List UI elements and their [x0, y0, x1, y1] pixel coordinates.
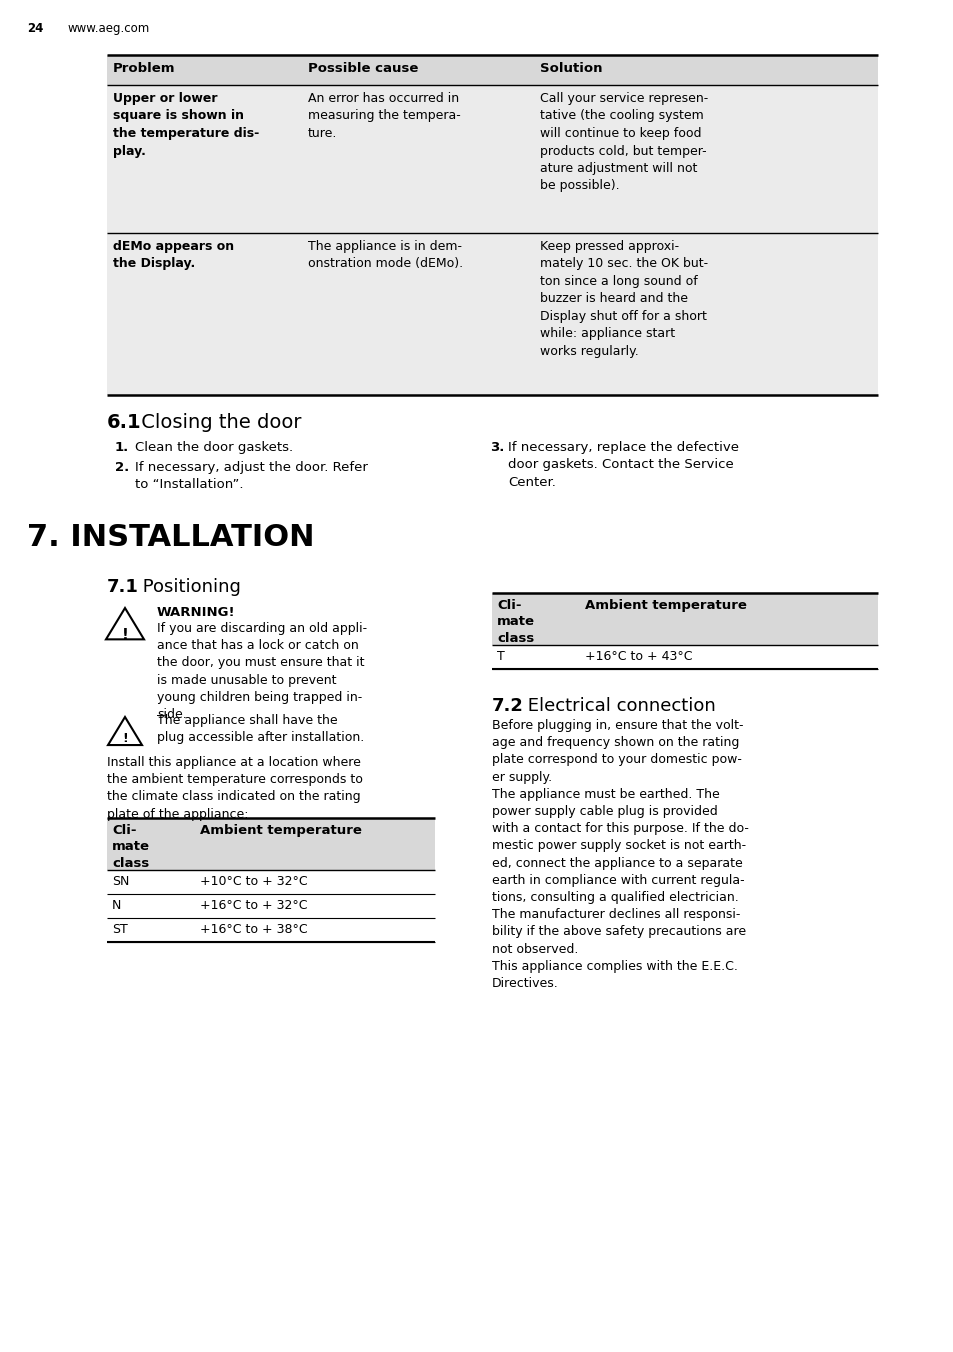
Text: Upper or lower
square is shown in
the temperature dis-
play.: Upper or lower square is shown in the te… — [112, 92, 259, 157]
Text: T: T — [497, 650, 504, 662]
Text: Ambient temperature: Ambient temperature — [584, 599, 746, 612]
Bar — [107, 818, 435, 869]
Text: Clean the door gaskets.: Clean the door gaskets. — [135, 441, 293, 454]
Text: 7. INSTALLATION: 7. INSTALLATION — [27, 523, 314, 552]
Text: 2.: 2. — [115, 461, 129, 475]
Text: 7.1: 7.1 — [107, 579, 139, 596]
Text: 1.: 1. — [115, 441, 129, 454]
Text: Cli-
mate
class: Cli- mate class — [497, 599, 535, 645]
Text: Ambient temperature: Ambient temperature — [200, 823, 361, 837]
Text: Electrical connection: Electrical connection — [521, 698, 715, 715]
Text: Possible cause: Possible cause — [308, 62, 418, 74]
Text: If you are discarding an old appli-
ance that has a lock or catch on
the door, y: If you are discarding an old appli- ance… — [157, 622, 367, 721]
Text: 3.: 3. — [490, 441, 504, 454]
Text: Keep pressed approxi-
mately 10 sec. the OK but-
ton since a long sound of
buzze: Keep pressed approxi- mately 10 sec. the… — [539, 241, 707, 358]
Text: An error has occurred in
measuring the tempera-
ture.: An error has occurred in measuring the t… — [308, 92, 460, 141]
Text: +10°C to + 32°C: +10°C to + 32°C — [200, 875, 307, 888]
Text: !: ! — [121, 627, 129, 644]
Text: ST: ST — [112, 923, 128, 936]
Text: Problem: Problem — [112, 62, 175, 74]
Text: The appliance shall have the
plug accessible after installation.: The appliance shall have the plug access… — [157, 714, 364, 744]
Bar — [107, 55, 877, 85]
Text: Call your service represen-
tative (the cooling system
will continue to keep foo: Call your service represen- tative (the … — [539, 92, 707, 192]
Text: !: ! — [122, 731, 128, 745]
Text: Install this appliance at a location where
the ambient temperature corresponds t: Install this appliance at a location whe… — [107, 756, 362, 821]
Text: Before plugging in, ensure that the volt-
age and frequency shown on the rating
: Before plugging in, ensure that the volt… — [492, 719, 748, 990]
Text: Cli-
mate
class: Cli- mate class — [112, 823, 150, 869]
Text: If necessary, adjust the door. Refer
to “Installation”.: If necessary, adjust the door. Refer to … — [135, 461, 368, 492]
Text: 24: 24 — [27, 22, 43, 35]
Text: If necessary, replace the defective
door gaskets. Contact the Service
Center.: If necessary, replace the defective door… — [507, 441, 739, 489]
Text: SN: SN — [112, 875, 130, 888]
Text: N: N — [112, 899, 121, 913]
Text: Solution: Solution — [539, 62, 602, 74]
Text: www.aeg.com: www.aeg.com — [68, 22, 150, 35]
Bar — [107, 233, 877, 395]
Text: WARNING!: WARNING! — [157, 606, 235, 619]
Text: The appliance is in dem-
onstration mode (dEMo).: The appliance is in dem- onstration mode… — [308, 241, 462, 270]
Text: 6.1: 6.1 — [107, 412, 141, 433]
Text: Positioning: Positioning — [137, 579, 240, 596]
Text: 7.2: 7.2 — [492, 698, 523, 715]
Bar — [107, 85, 877, 233]
Text: dEMo appears on
the Display.: dEMo appears on the Display. — [112, 241, 233, 270]
Bar — [492, 594, 877, 645]
Text: Closing the door: Closing the door — [135, 412, 301, 433]
Text: +16°C to + 32°C: +16°C to + 32°C — [200, 899, 307, 913]
Text: +16°C to + 38°C: +16°C to + 38°C — [200, 923, 307, 936]
Text: +16°C to + 43°C: +16°C to + 43°C — [584, 650, 692, 662]
